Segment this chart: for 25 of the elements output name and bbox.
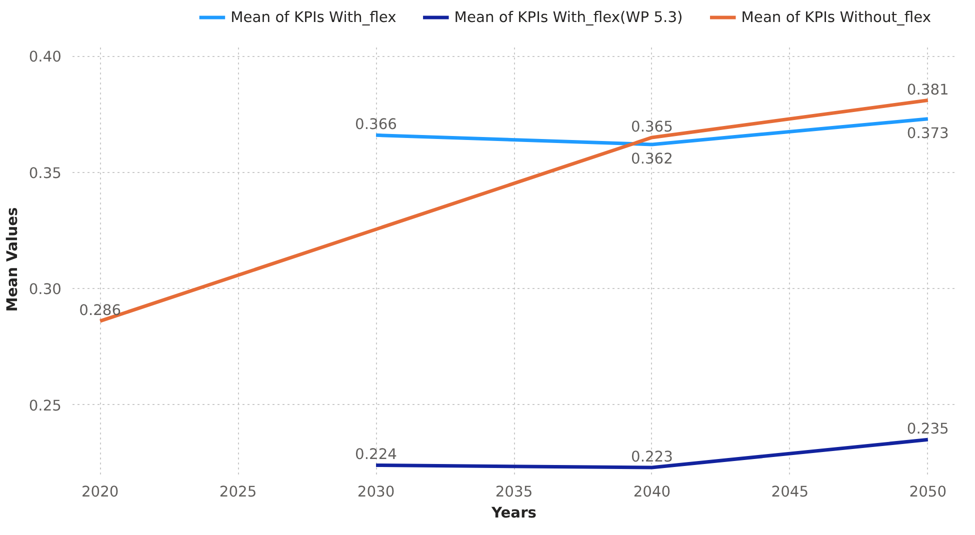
y-tick-label: 0.40 (28, 48, 62, 66)
x-tick-label: 2045 (771, 484, 809, 500)
data-label: 0.366 (355, 116, 398, 134)
x-tick-label: 2035 (495, 484, 533, 500)
data-label: 0.362 (630, 150, 673, 168)
legend-label: Mean of KPIs With_flex (230, 9, 397, 26)
y-axis-title: Mean Values (4, 206, 21, 312)
x-tick-label: 2030 (357, 484, 395, 500)
y-tick-label: 0.30 (28, 281, 62, 298)
data-label: 0.373 (906, 124, 949, 142)
legend-label: Mean of KPIs With_flex(WP 5.3) (454, 9, 683, 26)
data-label: 0.235 (906, 420, 949, 438)
data-label: 0.286 (79, 302, 122, 320)
data-label: 0.224 (355, 446, 398, 464)
x-tick-label: 2040 (633, 484, 671, 500)
data-label: 0.381 (906, 81, 949, 98)
x-tick-label: 2025 (219, 484, 257, 500)
data-label: 0.365 (630, 118, 673, 136)
legend-label: Mean of KPIs Without_flex (741, 9, 932, 26)
data-label: 0.223 (630, 448, 673, 466)
y-tick-label: 0.25 (28, 397, 62, 414)
x-axis-title: Years (490, 504, 537, 522)
y-tick-label: 0.35 (28, 164, 62, 182)
x-tick-label: 2020 (81, 484, 119, 500)
x-tick-label: 2050 (909, 484, 947, 500)
